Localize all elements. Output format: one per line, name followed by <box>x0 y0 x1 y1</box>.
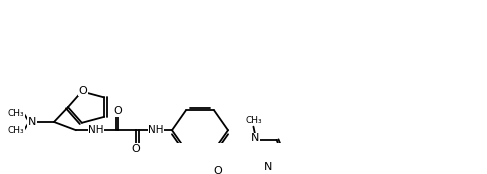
Text: CH₃: CH₃ <box>8 126 24 135</box>
Text: O: O <box>78 86 87 96</box>
Text: O: O <box>214 166 223 174</box>
Text: N: N <box>264 162 272 172</box>
Text: O: O <box>131 144 140 154</box>
Text: NH: NH <box>148 125 164 135</box>
Text: NH: NH <box>88 125 104 135</box>
Text: N: N <box>251 133 260 143</box>
Text: O: O <box>113 106 122 116</box>
Text: CH₃: CH₃ <box>8 109 24 118</box>
Text: N: N <box>28 117 36 127</box>
Text: CH₃: CH₃ <box>245 116 262 125</box>
